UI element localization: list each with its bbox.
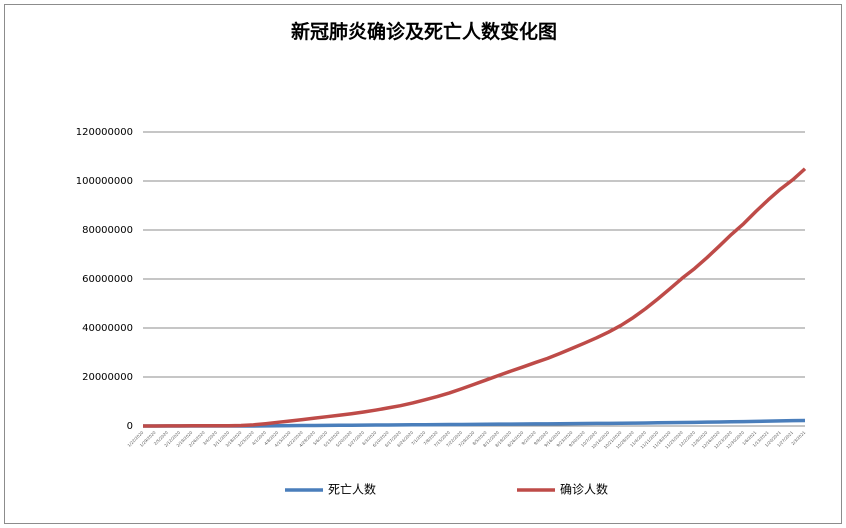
y-tick-label: 80000000 <box>82 225 133 236</box>
legend-label: 死亡人数 <box>328 482 376 497</box>
y-tick-label: 20000000 <box>82 372 133 383</box>
y-tick-label: 100000000 <box>76 176 133 187</box>
legend-label: 确诊人数 <box>560 482 608 497</box>
y-tick-label: 0 <box>127 421 133 432</box>
chart-title: 新冠肺炎确诊及死亡人数变化图 <box>291 20 557 43</box>
y-tick-label: 60000000 <box>82 274 133 285</box>
y-tick-label: 120000000 <box>76 127 133 138</box>
series-line <box>142 167 807 428</box>
y-tick-label: 40000000 <box>82 323 133 334</box>
